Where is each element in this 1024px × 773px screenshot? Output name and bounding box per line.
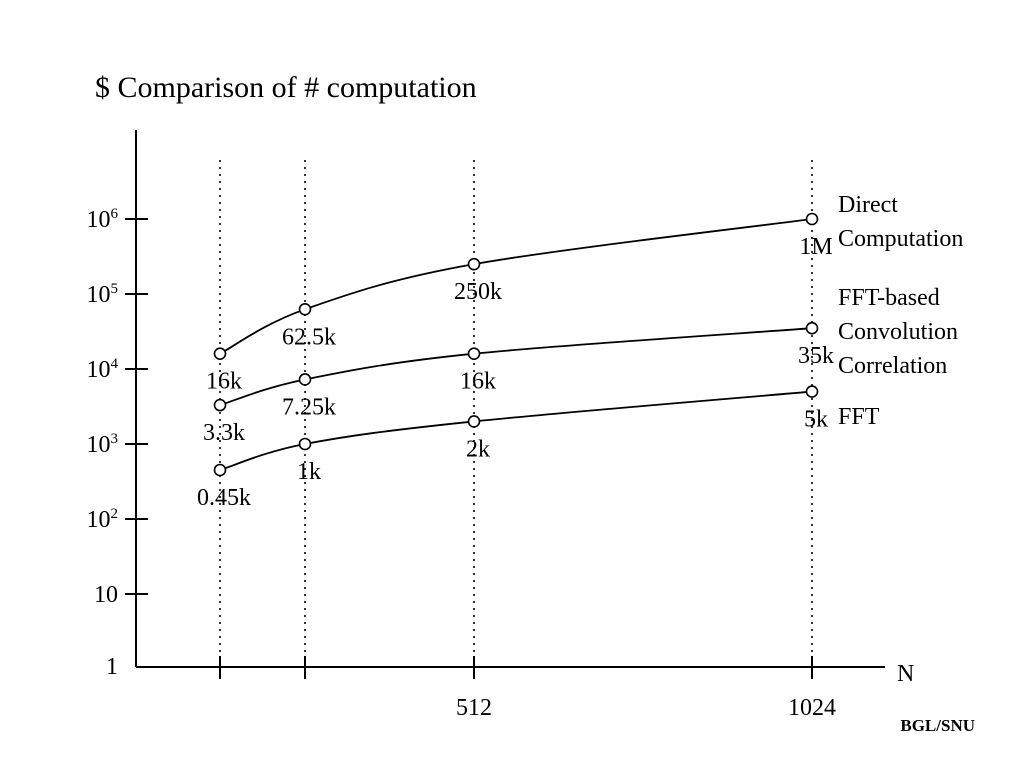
series-name-labels: Direct Computation FFT-based Convolution Cor… — [838, 192, 963, 430]
data-point-marker — [298, 437, 312, 451]
data-label: 1M — [799, 234, 832, 260]
y-tick-label: 104 — [87, 356, 119, 383]
data-label: 2k — [466, 436, 490, 462]
data-point-marker — [467, 415, 481, 428]
y-tick-exponent: 3 — [111, 431, 119, 447]
series-line — [219, 327, 813, 406]
series-name-label: FFT — [838, 404, 880, 430]
axes: N — [135, 130, 914, 687]
y-tick-label: 102 — [87, 506, 119, 533]
data-point-marker — [298, 303, 312, 316]
data-point-marker — [805, 212, 819, 226]
data-point-marker — [805, 321, 819, 335]
series-line — [219, 390, 813, 471]
y-tick-base: 10 — [94, 582, 118, 608]
x-tick-label: 1024 — [788, 695, 836, 721]
series-name-label: FFT-based — [838, 285, 940, 311]
y-tick-exponent: 4 — [111, 356, 119, 372]
data-point-marker — [213, 347, 227, 360]
y-tick-exponent: 2 — [111, 506, 119, 522]
x-axis-label: N — [897, 661, 914, 687]
y-tick-exponent: 5 — [111, 281, 119, 297]
data-point-marker — [298, 373, 312, 386]
y-tick-label: 105 — [87, 281, 119, 308]
y-tick-label: 103 — [87, 431, 119, 458]
data-label: 3.3k — [203, 420, 245, 446]
data-label: 35k — [798, 343, 834, 369]
data-point-marker — [467, 257, 481, 271]
data-label: 16k — [460, 369, 496, 395]
data-label: 7.25k — [282, 394, 336, 420]
data-label: 5k — [804, 407, 828, 433]
y-tick-base: 10 — [87, 357, 111, 383]
series-name-label: Computation — [838, 226, 963, 252]
y-tick-label: 1 — [106, 654, 118, 680]
y-tick-base: 10 — [87, 507, 111, 533]
series-name-label: Direct — [838, 192, 898, 218]
y-tick-base: 10 — [87, 207, 111, 233]
data-label: 250k — [454, 279, 502, 305]
chart-title: $ Comparison of # computation — [95, 71, 477, 104]
grid-lines — [219, 160, 813, 667]
series-line — [219, 218, 813, 355]
y-tick-exponent: 6 — [111, 206, 119, 222]
data-label: 62.5k — [282, 324, 336, 350]
data-point-marker — [805, 385, 819, 398]
y-tick-label: 10 — [94, 582, 118, 608]
data-point-marker — [213, 463, 227, 477]
x-tick-label: 512 — [456, 695, 492, 721]
series-name-label: Convolution — [838, 319, 958, 345]
data-label: 0.45k — [197, 485, 251, 511]
data-point-marker — [213, 398, 227, 412]
y-tick-base: 10 — [87, 282, 111, 308]
data-series: 16k 62.5k 250k 1M 3.3k 7.25k 16k 35k 0.45k 1k 2k 5k — [197, 212, 834, 511]
y-tick-base: 1 — [106, 654, 118, 680]
data-point-marker — [467, 347, 481, 360]
y-tick-base: 10 — [87, 432, 111, 458]
data-label: 16k — [206, 369, 242, 395]
data-label: 1k — [297, 459, 321, 485]
series-name-label: Correlation — [838, 353, 947, 379]
y-tick-label: 106 — [87, 206, 119, 233]
footer-credit: BGL/SNU — [900, 716, 975, 735]
